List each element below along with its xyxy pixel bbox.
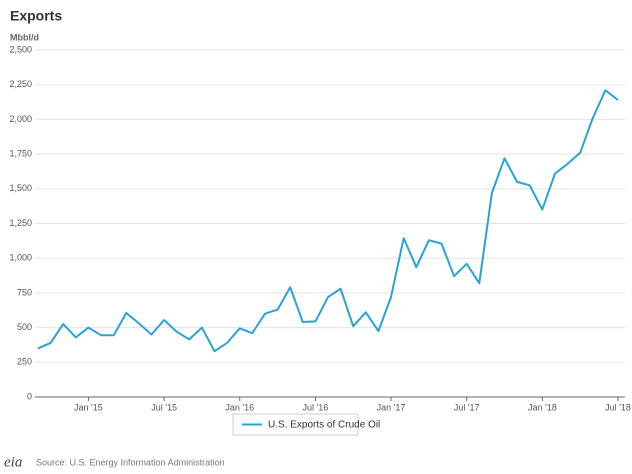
y-tick-label: 500 (17, 322, 32, 332)
y-tick-label: 750 (17, 287, 32, 297)
y-tick-label: 1,000 (9, 253, 32, 263)
logo: eia (4, 454, 22, 470)
y-tick-label: 1,500 (9, 183, 32, 193)
x-tick-label: Jan '18 (528, 402, 557, 412)
y-tick-label: 1,750 (9, 148, 32, 158)
x-tick-label: Jan '17 (377, 402, 406, 412)
legend-label: U.S. Exports of Crude Oil (268, 420, 380, 431)
y-tick-label: 0 (27, 391, 32, 401)
y-tick-label: 250 (17, 357, 32, 367)
y-axis-label: Mbbl/d (10, 32, 39, 42)
y-tick-label: 2,500 (9, 44, 32, 54)
x-tick-label: Jan '16 (225, 402, 254, 412)
x-tick-label: Jul '15 (151, 402, 177, 412)
x-tick-label: Jul '18 (605, 402, 631, 412)
source: Source: U.S. Energy Information Administ… (36, 457, 225, 467)
x-tick-label: Jan '15 (74, 402, 103, 412)
x-tick-label: Jul '17 (454, 402, 480, 412)
x-tick-label: Jul '16 (303, 402, 329, 412)
y-tick-label: 2,000 (9, 114, 32, 124)
chart-title: Exports (10, 8, 62, 24)
legend-box (232, 413, 359, 436)
y-tick-label: 1,250 (9, 218, 32, 228)
data-line (37, 89, 619, 353)
y-tick-label: 2,250 (9, 79, 32, 89)
